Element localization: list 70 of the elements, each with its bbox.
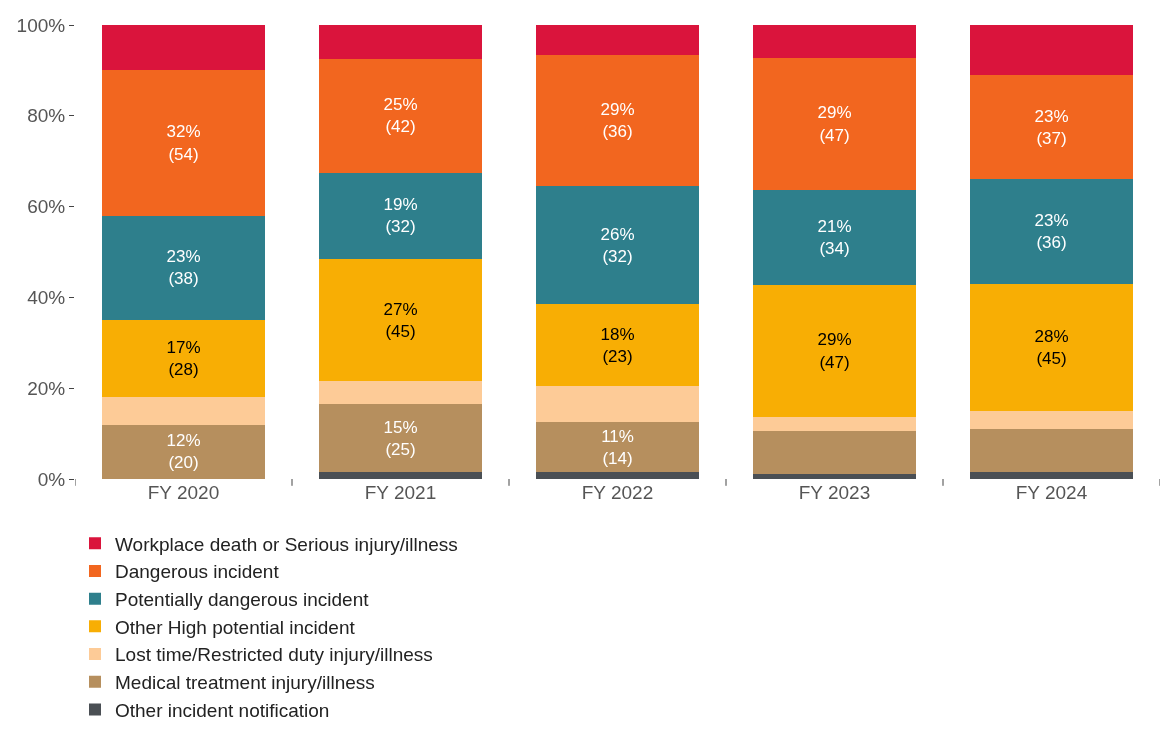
bar [970, 179, 1133, 284]
legend-label: Workplace death or Serious injury/illness [115, 533, 458, 555]
y-tick-label: 20% [27, 377, 66, 399]
data-label: 17% (28) [166, 338, 201, 380]
bar [753, 416, 916, 432]
data-label: 25% (42) [383, 95, 418, 137]
data-label: 18% (23) [600, 324, 635, 366]
data-label: 12% (20) [166, 431, 201, 473]
bar [753, 474, 916, 479]
data-label: 32% (54) [166, 122, 201, 164]
legend-label: Other High potential incident [115, 616, 356, 638]
data-label: 23% (36) [1034, 211, 1069, 253]
legend-label: Other incident notification [115, 699, 330, 721]
legend-label: Medical treatment injury/illness [115, 672, 375, 694]
x-tick-label: FY 2022 [581, 482, 654, 503]
data-label: 11% (14) [601, 426, 634, 468]
bar [319, 59, 482, 173]
bar [753, 431, 916, 475]
bar [970, 74, 1133, 180]
y-tick-label: 60% [27, 196, 66, 218]
bar [319, 404, 482, 473]
bar [102, 397, 265, 425]
bar [536, 422, 699, 473]
bar [970, 410, 1133, 430]
x-tick-label: FY 2020 [147, 482, 220, 503]
y-tick-label: 80% [27, 105, 66, 127]
y-tick-label: 0% [37, 468, 66, 490]
data-label: 28% (45) [1034, 326, 1069, 368]
data-label: 21% (34) [817, 216, 852, 259]
legend-label: Dangerous incident [115, 561, 280, 583]
bar [319, 25, 482, 60]
data-label: 29% (36) [600, 99, 635, 141]
bar [102, 70, 265, 216]
data-label: 27% (45) [383, 299, 418, 341]
data-label: 23% (37) [1034, 106, 1069, 148]
bar [753, 285, 916, 417]
data-label: 29% (47) [817, 330, 852, 372]
x-tick-label: FY 2021 [364, 482, 437, 503]
bar [536, 472, 699, 479]
bar [319, 381, 482, 405]
x-tick-label: FY 2023 [798, 482, 871, 503]
bar [319, 472, 482, 479]
bar [753, 58, 916, 190]
bar [102, 215, 265, 321]
data-label: 15% (25) [383, 417, 418, 459]
legend-label: Potentially dangerous incident [115, 589, 370, 611]
x-tick-label: FY 2024 [1015, 482, 1088, 503]
y-tick-label: 40% [27, 287, 66, 309]
bar [536, 54, 699, 187]
bar [319, 172, 482, 259]
data-label: 29% (47) [817, 103, 852, 145]
bar [536, 186, 699, 305]
bar [970, 25, 1133, 75]
bar [536, 385, 699, 423]
bar [753, 189, 916, 286]
bar [102, 424, 265, 479]
bar [536, 304, 699, 386]
data-label: 26% (32) [600, 224, 635, 266]
bar [319, 258, 482, 382]
legend-label: Lost time/Restricted duty injury/illness [115, 644, 433, 666]
bar [753, 25, 916, 59]
bar [970, 283, 1133, 411]
data-label: 23% (38) [166, 247, 201, 289]
bar [970, 429, 1133, 473]
data-label: 19% (32) [383, 195, 418, 237]
bar [102, 320, 265, 398]
bar [536, 25, 699, 55]
bar [970, 472, 1133, 479]
y-tick-label: 100% [16, 14, 66, 36]
bar [102, 25, 265, 71]
